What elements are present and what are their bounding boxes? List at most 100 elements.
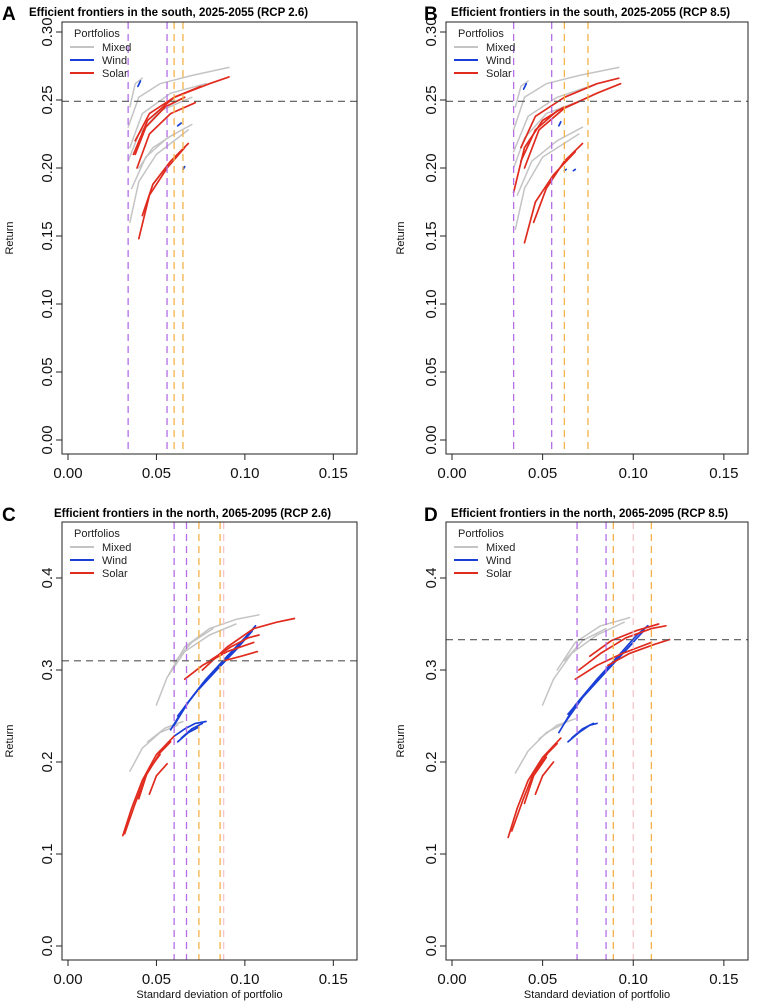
y-tick-label: 0.25 [39,85,56,114]
y-tick-label: 0.3 [39,660,56,681]
y-tick-label: 0.0 [39,936,56,957]
series-line-wind [176,630,253,717]
legend-entry-solar: Solar [102,568,128,580]
legend-entry-solar: Solar [102,68,128,80]
series-line-solar [134,85,202,142]
legend-entry-wind: Wind [102,55,127,67]
panel-letter: B [424,4,438,25]
series-line-solar [141,142,190,217]
x-tick-label: 0.00 [437,971,466,988]
legend-title: Portfolios [458,528,504,540]
series-line-mixed [512,66,620,131]
series-line-wind [180,722,204,739]
series-line-mixed [563,627,607,662]
legend-entry-mixed: Mixed [102,542,131,554]
series-line-solar [134,96,186,156]
plot-area [62,522,357,960]
y-tick-label: 0.25 [423,85,440,114]
plot-frame [445,521,749,961]
series-line-wind [570,722,595,739]
series-line-solar [137,753,161,800]
series-line-solar [520,99,584,163]
series-line-wind [567,722,598,743]
series-line-mixed [129,82,207,149]
panel-b: B Efficient frontiers in the south, 2025-… [395,4,749,482]
y-tick-label: 0.1 [423,844,440,865]
series-line-solar [222,650,259,662]
series-line-mixed [514,80,529,108]
series-line-wind [176,122,183,127]
x-tick-label: 0.15 [709,971,738,988]
y-tick-label: 0.10 [423,289,440,318]
y-tick-label: 0.30 [39,17,56,46]
series-line-wind [522,82,528,90]
y-tick-label: 0.30 [423,17,440,46]
series-line-solar [523,756,548,805]
plot-frame [61,21,358,455]
y-axis-label: Return [395,724,407,757]
series-line-mixed [129,129,190,224]
series-line-mixed [516,126,584,196]
legend-entry-solar: Solar [486,68,512,80]
legend-entry-mixed: Mixed [486,42,515,54]
series-line-solar [507,737,562,839]
x-tick-label: 0.10 [619,465,648,482]
panel-d: D Efficient frontiers in the north, 2065-… [395,505,749,1001]
x-tick-label: 0.05 [142,465,171,482]
series-line-mixed [512,82,598,153]
series-line-mixed [138,133,175,169]
series-line-solar [534,761,555,796]
x-tick-label: 0.00 [53,971,82,988]
x-tick-label: 0.15 [319,971,348,988]
y-axis-label: Return [395,221,407,254]
plot-frame [61,521,358,961]
series-line-mixed [173,627,214,664]
x-axis-label: Standard deviation of portfolio [524,989,670,1001]
series-line-mixed [129,77,144,108]
y-axis-label: Return [4,724,16,757]
y-tick-label: 0.05 [39,357,56,386]
panel-letter: A [2,4,16,25]
y-axis-label: Return [4,221,16,254]
legend-entry-wind: Wind [486,555,511,567]
series-line-mixed [514,133,580,230]
series-line-mixed [130,123,193,190]
x-axis-label: Standard deviation of portfolio [136,989,282,1001]
x-tick-label: 0.05 [142,971,171,988]
series-line-solar [523,150,577,244]
x-tick-label: 0.10 [230,971,259,988]
series-line-solar [607,638,671,667]
chart-title: Efficient frontiers in the south, 2025-2… [29,7,308,19]
legend-title: Portfolios [74,528,120,540]
series-line-wind [137,80,142,88]
series-line-mixed [127,66,230,128]
y-tick-label: 0.3 [423,660,440,681]
series-line-wind [176,726,200,743]
legend-entry-mixed: Mixed [486,542,515,554]
series-line-solar [574,641,653,681]
x-tick-label: 0.00 [53,465,82,482]
y-tick-label: 0.4 [39,568,56,589]
y-tick-label: 0.05 [423,357,440,386]
panel-letter: D [424,505,438,526]
series-line-mixed [556,616,631,671]
series-line-solar [578,624,667,671]
series-line-solar [510,742,558,832]
x-tick-label: 0.10 [619,971,648,988]
plot-area [446,22,748,454]
chart-title: Efficient frontiers in the north, 2065-2… [54,508,331,520]
series-line-solar [148,762,168,796]
series-line-solar [532,142,584,224]
y-tick-label: 0.1 [39,844,56,865]
y-tick-label: 0.00 [423,425,440,454]
series-line-wind [558,120,562,127]
y-tick-label: 0.10 [39,289,56,318]
series-line-mixed [146,720,184,743]
series-line-solar [588,623,660,658]
x-tick-label: 0.15 [319,465,348,482]
x-tick-label: 0.00 [437,465,466,482]
plot-area [62,22,357,454]
legend-title: Portfolios [74,28,120,40]
y-tick-label: 0.4 [423,568,440,589]
